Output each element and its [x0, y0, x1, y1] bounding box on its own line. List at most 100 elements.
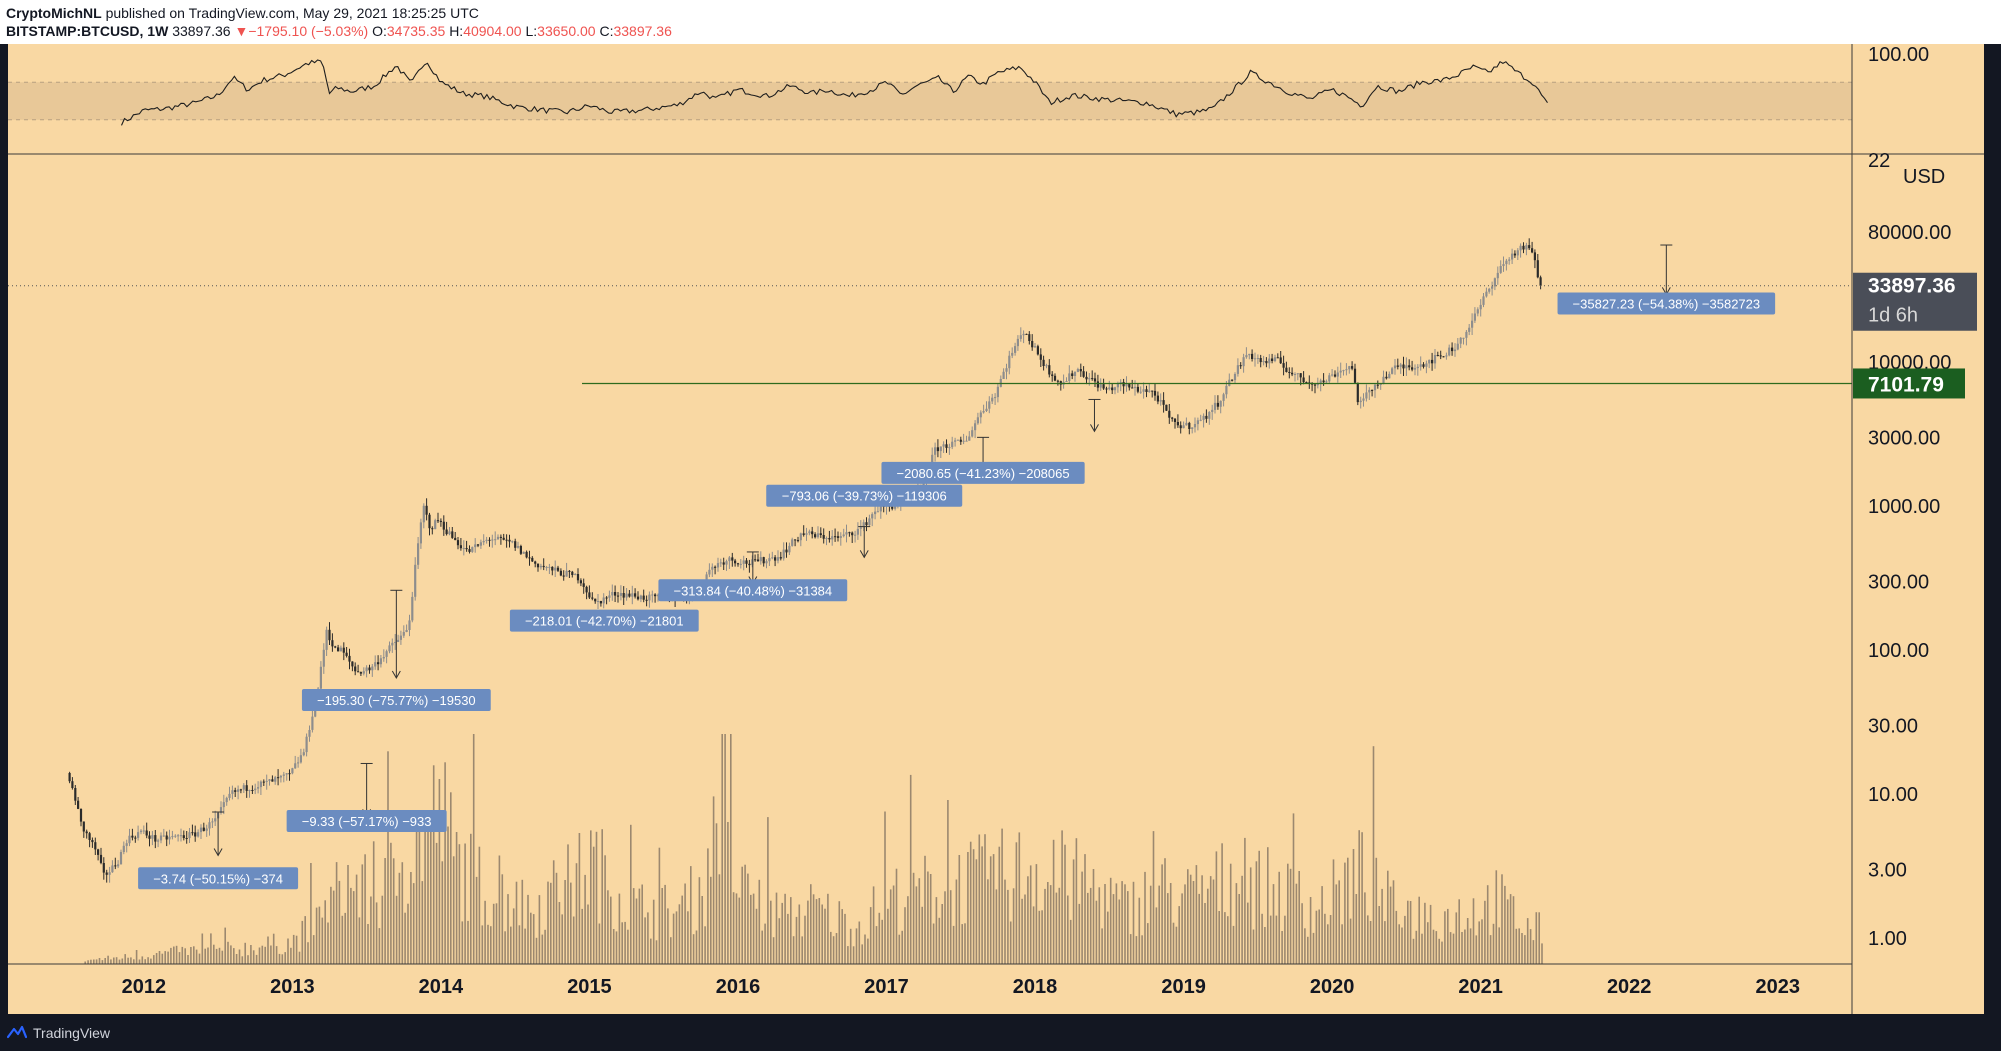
volume-bar — [889, 889, 892, 964]
measure-label-box[interactable] — [301, 688, 491, 711]
last-price-label: 33897.36 — [1868, 275, 1956, 298]
volume-bar — [261, 945, 264, 964]
candle-body — [762, 557, 765, 564]
volume-bar — [1184, 884, 1186, 964]
volume-bar — [835, 933, 838, 964]
candle-body — [1442, 356, 1445, 358]
candle-body — [942, 444, 945, 447]
price-pane[interactable]: −3.74 (−50.15%) −374 −9.33 (−57.17%) −933… — [8, 238, 1852, 964]
high-label: H: — [449, 23, 464, 39]
author-name[interactable]: CryptoMichNL — [6, 5, 102, 21]
candle-body — [431, 528, 434, 530]
candle-body — [831, 536, 834, 540]
volume-bar — [521, 879, 524, 964]
volume-bar — [1047, 882, 1049, 964]
candle-body — [1305, 382, 1308, 383]
volume-bar — [781, 902, 783, 964]
candle-body — [931, 454, 934, 469]
candle-body — [579, 580, 582, 584]
volume-bar — [952, 925, 955, 964]
candle-body — [479, 542, 482, 546]
volume-bar — [124, 954, 126, 964]
volume-bar — [481, 925, 484, 964]
volume-bar — [558, 902, 561, 964]
volume-bar — [538, 895, 541, 964]
measure-label[interactable]: −35827.23 (−54.38%) −3582723 — [1573, 297, 1761, 312]
candle-body — [736, 563, 740, 565]
tradingview-logo-icon[interactable] — [7, 1024, 27, 1040]
candle-body — [605, 597, 608, 599]
candle-body — [816, 533, 820, 538]
measure-label-box[interactable] — [766, 484, 963, 507]
measure-label[interactable]: −313.84 (−40.48%) −31384 — [673, 583, 832, 598]
candle-body — [648, 594, 651, 601]
measure-annotations[interactable]: −3.74 (−50.15%) −374 −9.33 (−57.17%) −933… — [138, 244, 1776, 890]
rsi-pane[interactable] — [8, 59, 1852, 126]
candle-body — [594, 598, 597, 602]
candle-body — [222, 802, 225, 808]
volume-bar — [1524, 935, 1526, 964]
tradingview-brand[interactable]: TradingView — [33, 1025, 111, 1041]
candle-body — [474, 544, 477, 548]
volume-bar — [475, 876, 478, 964]
volume-bar — [1512, 896, 1515, 964]
measure-label-box[interactable] — [658, 579, 848, 602]
candle-body — [559, 570, 562, 576]
volume-bar — [1335, 884, 1338, 964]
volume-bar — [352, 891, 355, 964]
candle-body — [399, 635, 402, 640]
candle-body — [511, 541, 514, 543]
candle-body — [1025, 333, 1028, 335]
volume-bar — [284, 952, 286, 964]
candle-body — [1019, 335, 1022, 339]
measure-label[interactable]: −195.30 (−75.77%) −19530 — [317, 693, 476, 708]
time-tick-label: 2016 — [716, 976, 761, 998]
published-text: published on TradingView.com, May 29, 20… — [105, 5, 479, 21]
volume-bar — [1484, 900, 1486, 964]
volume-bar — [532, 914, 535, 964]
candle-body — [934, 447, 937, 455]
candle-body — [465, 548, 468, 550]
volume-bar — [1418, 896, 1420, 964]
measure-label[interactable]: −3.74 (−50.15%) −374 — [153, 871, 283, 886]
candle-body — [791, 539, 794, 546]
last-price-tag[interactable] — [1853, 272, 1977, 331]
measure-label-box[interactable] — [509, 609, 699, 632]
volume-bar — [1444, 911, 1446, 964]
volume-bar — [507, 894, 509, 964]
candle-body — [879, 505, 882, 512]
volume-bar — [1355, 894, 1358, 964]
support-price-tag[interactable] — [1853, 368, 1965, 399]
candle-body — [219, 807, 223, 813]
time-tick-label: 2012 — [122, 976, 167, 998]
chart-svg[interactable]: −3.74 (−50.15%) −374 −9.33 (−57.17%) −933… — [0, 44, 2001, 1015]
candle-body — [954, 440, 957, 442]
volume-bar — [438, 779, 441, 964]
time-axis[interactable]: 2012 2013 2014 2015 2016 2017 2018 2019 2020 2021… — [122, 976, 1800, 998]
measure-label-box[interactable] — [881, 461, 1085, 484]
volume-bar — [1398, 924, 1400, 964]
measure-label[interactable]: −2080.65 (−41.23%) −208065 — [896, 466, 1069, 481]
measure-label[interactable]: −9.33 (−57.17%) −933 — [302, 814, 432, 829]
volume-bar — [798, 904, 801, 964]
measure-label[interactable]: −793.06 (−39.73%) −119306 — [782, 489, 947, 504]
chart-area[interactable]: −3.74 (−50.15%) −374 −9.33 (−57.17%) −933… — [0, 44, 2001, 1015]
candle-body — [556, 567, 560, 571]
volume-bar — [118, 959, 121, 964]
candle-body — [291, 768, 294, 774]
candle-body — [1445, 355, 1448, 357]
volume-bar — [164, 951, 166, 964]
candle-body — [225, 797, 228, 803]
candle-body — [936, 447, 939, 452]
candle-body — [1511, 253, 1514, 260]
volume-bar — [1158, 885, 1160, 964]
volume-bar — [672, 913, 675, 964]
measure-label-box[interactable] — [286, 809, 447, 832]
volume-bar — [392, 858, 395, 964]
volume-bar — [584, 874, 586, 964]
measure-label-box[interactable] — [138, 867, 299, 890]
price-axis[interactable]: 80000.0010000.003000.001000.00300.00100.… — [1853, 44, 1977, 950]
candle-body — [1479, 304, 1482, 310]
measure-label[interactable]: −218.01 (−42.70%) −21801 — [525, 614, 684, 629]
measure-label-box[interactable] — [1557, 292, 1776, 315]
